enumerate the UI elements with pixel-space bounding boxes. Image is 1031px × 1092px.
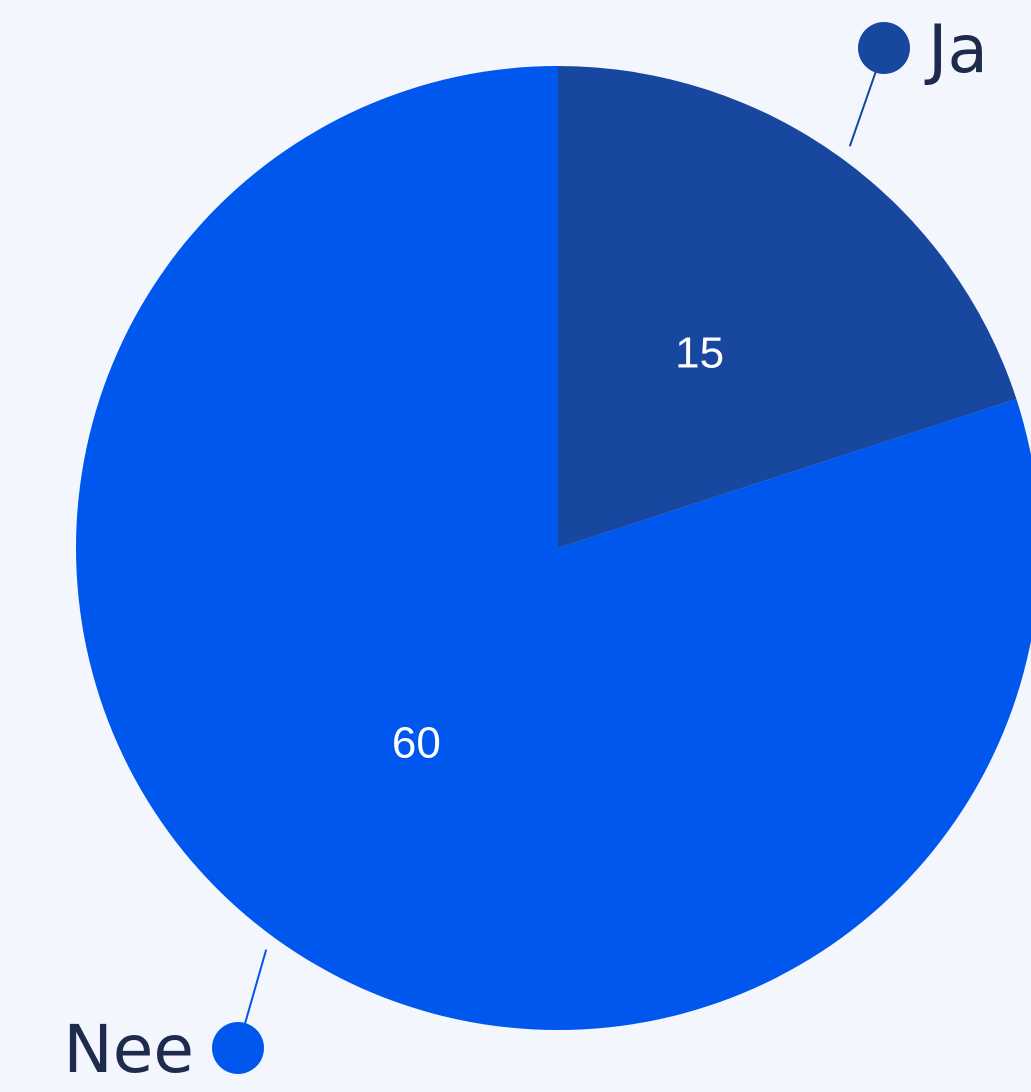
legend-label-nee: Nee <box>63 1011 194 1088</box>
slice-value-ja: 15 <box>675 329 724 378</box>
pie-slice-ja <box>558 66 1017 548</box>
legend: Ja Nee <box>63 11 988 1088</box>
pie-slices <box>76 66 1031 1030</box>
legend-marker-nee <box>212 1022 264 1074</box>
pie-slice-nee <box>76 66 1031 1030</box>
legend-label-ja: Ja <box>924 11 988 88</box>
slice-value-nee: 60 <box>392 718 441 767</box>
legend-marker-ja <box>858 22 910 74</box>
